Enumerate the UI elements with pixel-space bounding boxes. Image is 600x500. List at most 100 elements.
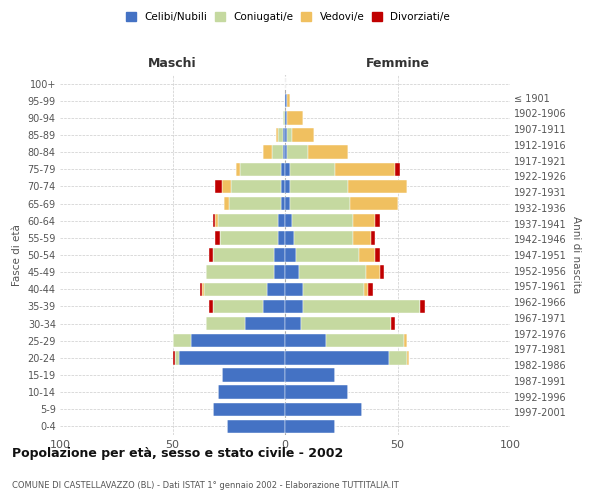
- Bar: [278, 128, 283, 141]
- Text: Popolazione per età, sesso e stato civile - 2002: Popolazione per età, sesso e stato civil…: [12, 448, 343, 460]
- Bar: [303, 300, 420, 313]
- Bar: [285, 111, 287, 124]
- Bar: [191, 334, 285, 347]
- Bar: [285, 300, 303, 313]
- Bar: [290, 197, 350, 210]
- Bar: [389, 351, 407, 364]
- Bar: [290, 162, 335, 176]
- Bar: [285, 162, 290, 176]
- Bar: [285, 420, 335, 433]
- Bar: [206, 266, 274, 279]
- Bar: [353, 231, 371, 244]
- Bar: [285, 334, 325, 347]
- Bar: [285, 94, 287, 108]
- Bar: [274, 248, 285, 262]
- Bar: [213, 300, 263, 313]
- Bar: [303, 282, 364, 296]
- Bar: [404, 334, 407, 347]
- Bar: [301, 317, 391, 330]
- Bar: [299, 266, 366, 279]
- Bar: [229, 197, 281, 210]
- Bar: [173, 351, 175, 364]
- Bar: [287, 94, 290, 108]
- Bar: [179, 351, 285, 364]
- Bar: [359, 248, 375, 262]
- Bar: [285, 180, 290, 193]
- Bar: [287, 128, 292, 141]
- Bar: [348, 180, 407, 193]
- Bar: [283, 128, 285, 141]
- Bar: [263, 300, 285, 313]
- Bar: [325, 334, 404, 347]
- Bar: [285, 197, 290, 210]
- Bar: [287, 146, 308, 159]
- Bar: [199, 282, 202, 296]
- Bar: [285, 317, 301, 330]
- Bar: [227, 420, 285, 433]
- Bar: [206, 317, 245, 330]
- Bar: [371, 231, 375, 244]
- Bar: [290, 180, 348, 193]
- Bar: [366, 266, 380, 279]
- Bar: [294, 231, 353, 244]
- Bar: [222, 368, 285, 382]
- Bar: [283, 146, 285, 159]
- Bar: [292, 128, 314, 141]
- Bar: [222, 180, 231, 193]
- Bar: [281, 180, 285, 193]
- Y-axis label: Fasce di età: Fasce di età: [12, 224, 22, 286]
- Bar: [218, 386, 285, 399]
- Bar: [380, 266, 384, 279]
- Bar: [285, 386, 348, 399]
- Bar: [285, 368, 335, 382]
- Bar: [202, 282, 204, 296]
- Bar: [224, 197, 229, 210]
- Bar: [285, 214, 292, 228]
- Bar: [391, 317, 395, 330]
- Bar: [375, 248, 380, 262]
- Bar: [274, 266, 285, 279]
- Bar: [213, 402, 285, 416]
- Bar: [271, 146, 283, 159]
- Bar: [364, 282, 368, 296]
- Bar: [335, 162, 395, 176]
- Bar: [213, 214, 215, 228]
- Bar: [235, 162, 240, 176]
- Bar: [267, 282, 285, 296]
- Bar: [231, 180, 281, 193]
- Bar: [395, 162, 400, 176]
- Bar: [245, 317, 285, 330]
- Bar: [215, 180, 222, 193]
- Bar: [285, 266, 299, 279]
- Bar: [173, 334, 191, 347]
- Bar: [285, 402, 361, 416]
- Bar: [204, 282, 267, 296]
- Text: Maschi: Maschi: [148, 57, 197, 70]
- Bar: [375, 214, 380, 228]
- Bar: [213, 248, 274, 262]
- Bar: [281, 162, 285, 176]
- Bar: [308, 146, 348, 159]
- Bar: [278, 231, 285, 244]
- Y-axis label: Anni di nascita: Anni di nascita: [571, 216, 581, 294]
- Bar: [209, 300, 213, 313]
- Bar: [420, 300, 425, 313]
- Bar: [285, 146, 287, 159]
- Bar: [353, 214, 375, 228]
- Bar: [215, 214, 218, 228]
- Bar: [276, 128, 278, 141]
- Bar: [218, 214, 278, 228]
- Text: Femmine: Femmine: [365, 57, 430, 70]
- Legend: Celibi/Nubili, Coniugati/e, Vedovi/e, Divorziati/e: Celibi/Nubili, Coniugati/e, Vedovi/e, Di…: [124, 10, 452, 24]
- Bar: [175, 351, 179, 364]
- Bar: [285, 351, 389, 364]
- Bar: [283, 111, 285, 124]
- Bar: [281, 197, 285, 210]
- Text: COMUNE DI CASTELLAVAZZO (BL) - Dati ISTAT 1° gennaio 2002 - Elaborazione TUTTITA: COMUNE DI CASTELLAVAZZO (BL) - Dati ISTA…: [12, 480, 399, 490]
- Bar: [350, 197, 398, 210]
- Bar: [220, 231, 278, 244]
- Bar: [287, 111, 303, 124]
- Bar: [292, 214, 353, 228]
- Bar: [209, 248, 213, 262]
- Bar: [215, 231, 220, 244]
